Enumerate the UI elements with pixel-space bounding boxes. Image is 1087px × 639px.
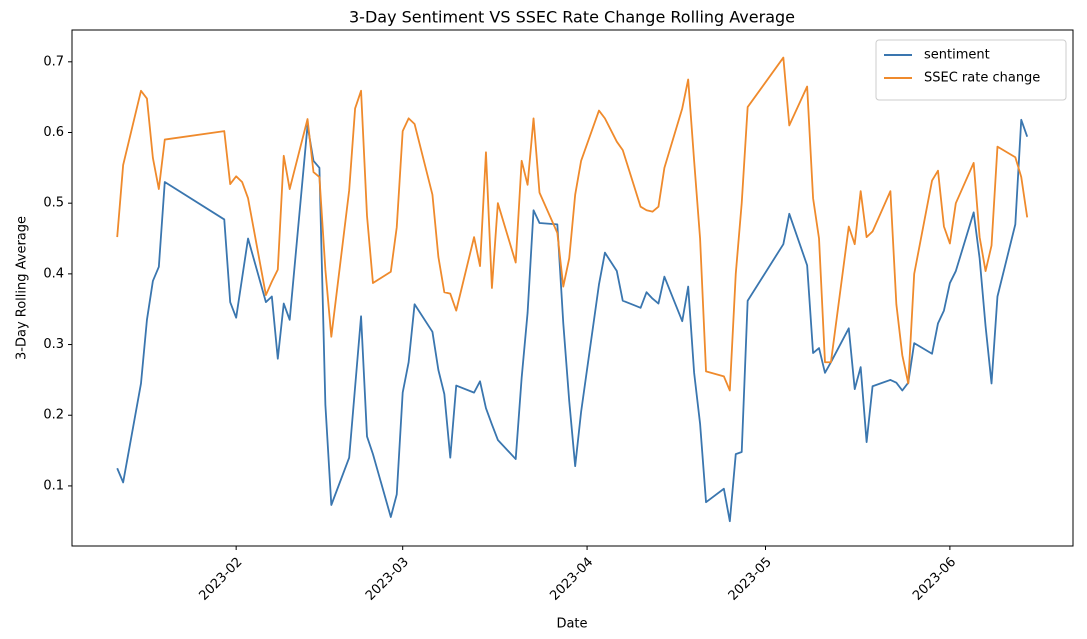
- y-tick-label: 0.7: [43, 54, 64, 69]
- legend-box: [875, 39, 1067, 101]
- legend-label: sentiment: [924, 48, 990, 63]
- x-tick-label: 2023-06: [910, 555, 959, 604]
- y-tick-label: 0.5: [43, 196, 64, 211]
- x-tick-label: 2023-04: [547, 555, 596, 604]
- legend-label: SSEC rate change: [924, 71, 1040, 86]
- line-series: [116, 118, 1029, 523]
- y-tick-label: 0.4: [43, 266, 64, 281]
- x-tick-label: 2023-05: [726, 555, 775, 604]
- y-tick-label: 0.6: [43, 125, 64, 140]
- y-tick-label: 0.1: [43, 478, 64, 493]
- x-axis-label: Date: [556, 617, 587, 632]
- chart-title: 3-Day Sentiment VS SSEC Rate Change Roll…: [349, 8, 795, 27]
- y-tick-label: 0.2: [43, 408, 64, 423]
- line-series: [116, 56, 1029, 392]
- y-axis-label: 3-Day Rolling Average: [15, 216, 30, 360]
- plot-frame: [71, 29, 1074, 547]
- x-tick-label: 2023-03: [363, 555, 412, 604]
- x-tick-label: 2023-02: [196, 555, 245, 604]
- y-tick-label: 0.3: [43, 337, 64, 352]
